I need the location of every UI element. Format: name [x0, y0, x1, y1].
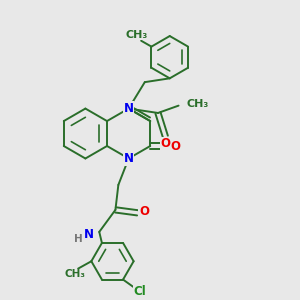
Text: O: O	[139, 206, 149, 218]
Text: CH₃: CH₃	[126, 30, 148, 40]
Text: H: H	[74, 234, 82, 244]
Text: N: N	[124, 102, 134, 115]
Text: CH₃: CH₃	[187, 99, 209, 109]
Text: N: N	[124, 152, 134, 165]
Text: O: O	[171, 140, 181, 152]
Text: CH₃: CH₃	[65, 269, 86, 280]
Text: N: N	[84, 228, 94, 241]
Text: Cl: Cl	[134, 285, 146, 298]
Text: O: O	[160, 137, 170, 150]
